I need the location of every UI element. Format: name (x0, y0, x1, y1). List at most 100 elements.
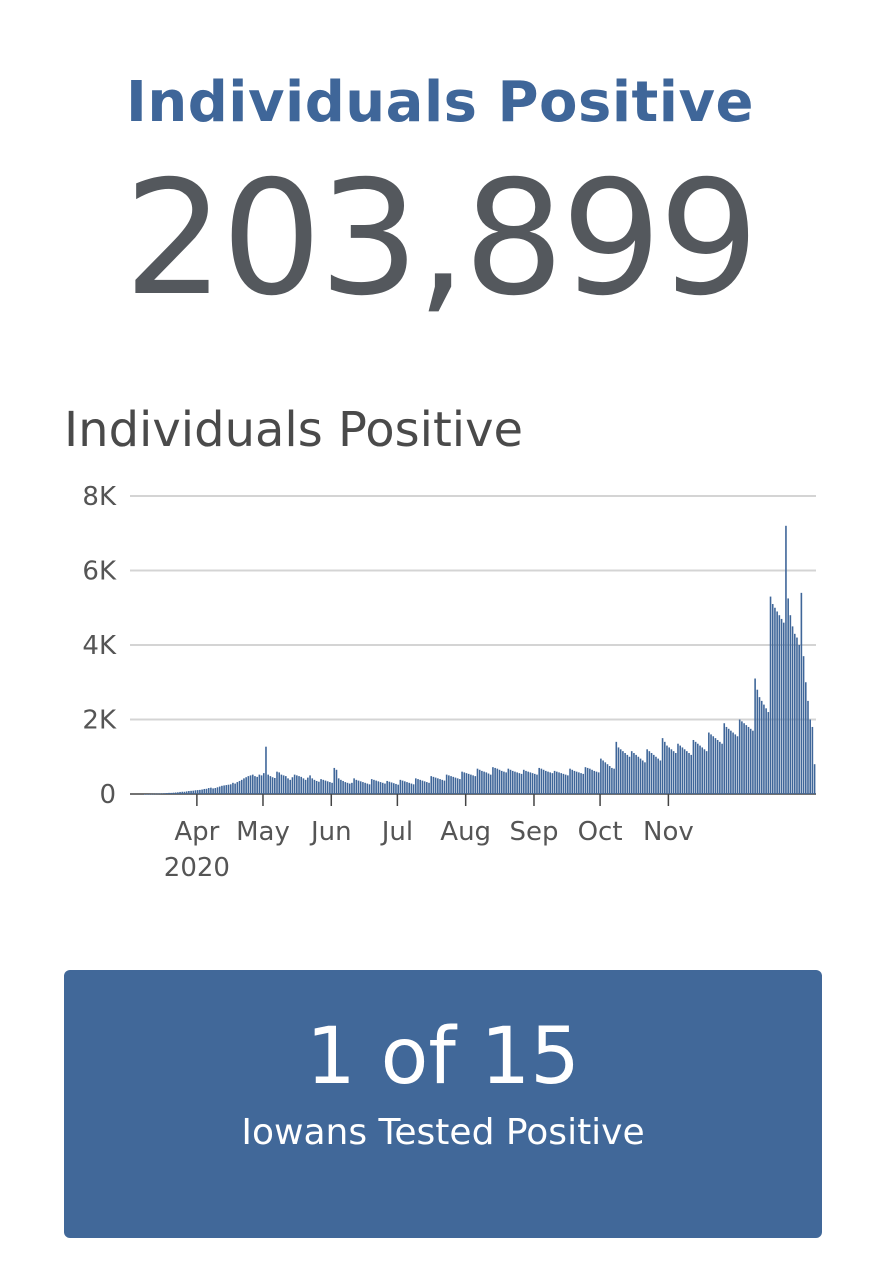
bar (146, 794, 148, 795)
bar (461, 771, 463, 794)
chart-bars (144, 525, 816, 795)
bar (410, 783, 413, 794)
bar (417, 779, 419, 794)
bar (712, 736, 715, 794)
bar (527, 771, 529, 794)
bar (196, 790, 199, 794)
bar (478, 769, 481, 794)
bar (558, 772, 560, 794)
bar (758, 697, 761, 794)
bar (353, 778, 355, 794)
bar (509, 769, 512, 794)
bar (335, 769, 338, 794)
bar (355, 779, 358, 794)
bar (333, 767, 336, 794)
bar (489, 774, 492, 794)
bar (578, 772, 580, 794)
bar (591, 769, 593, 794)
bar (419, 779, 422, 794)
bar (408, 782, 410, 794)
bar (538, 767, 540, 794)
bar (432, 776, 435, 794)
bar (600, 758, 602, 794)
bar (302, 778, 305, 794)
bar (340, 779, 342, 794)
bar (648, 751, 651, 794)
bar (683, 749, 686, 794)
bar (699, 745, 701, 794)
bar (395, 783, 397, 794)
bar (227, 784, 230, 794)
bar (485, 772, 488, 794)
bar (421, 780, 424, 794)
bar (584, 767, 587, 794)
x-tick-label: Jun (309, 817, 352, 847)
bar (778, 615, 781, 794)
bar (760, 700, 763, 795)
bar (518, 773, 521, 794)
bar (194, 790, 197, 794)
bar (445, 774, 448, 794)
y-tick-label: 8K (82, 482, 117, 512)
bar (483, 771, 485, 794)
bar (606, 764, 609, 794)
x-tick-label: Apr (174, 817, 219, 847)
bar (505, 772, 507, 794)
bar (789, 615, 792, 794)
bar (549, 772, 551, 794)
bar (767, 712, 770, 794)
bar (736, 736, 739, 794)
bar (782, 622, 785, 794)
bar (624, 753, 626, 794)
bar (492, 767, 494, 794)
bar (269, 776, 272, 794)
bar (542, 769, 545, 794)
bar (291, 777, 294, 794)
bar (708, 732, 710, 794)
bar (516, 772, 518, 794)
page-title: Individuals Positive (126, 70, 754, 135)
bar (732, 732, 734, 794)
bar (721, 743, 723, 794)
bar (311, 778, 314, 794)
bar (300, 776, 303, 794)
bar (686, 751, 688, 794)
bar (234, 783, 236, 794)
bar (763, 704, 765, 794)
bar (313, 779, 316, 794)
bar (238, 780, 241, 794)
bar (776, 611, 778, 794)
y-axis-ticks: 0 2K 4K 6K 8K (82, 482, 117, 810)
bar (247, 776, 250, 794)
bar (646, 749, 648, 794)
ratio-card[interactable]: 1 of 15 Iowans Tested Positive (64, 970, 822, 1238)
bar (738, 719, 741, 794)
bar (181, 791, 184, 794)
bar (529, 772, 532, 794)
bar (734, 734, 737, 794)
bar (575, 771, 578, 794)
bar (756, 689, 759, 794)
bar (183, 791, 186, 794)
bar (494, 767, 496, 794)
bar (324, 780, 327, 794)
bar (749, 728, 752, 794)
bar (556, 771, 558, 794)
bar (472, 775, 474, 795)
bar (344, 782, 347, 794)
bar (315, 780, 318, 794)
bar (326, 781, 329, 794)
bar (443, 780, 446, 794)
bar (641, 760, 644, 794)
bar (463, 772, 466, 794)
bar (265, 746, 267, 794)
bar (192, 790, 195, 794)
bar (148, 793, 151, 795)
bar (688, 753, 690, 794)
bar (481, 770, 483, 794)
bar (375, 780, 377, 794)
bar (644, 762, 646, 794)
bar (403, 781, 406, 794)
bar (791, 626, 794, 795)
x-tick-label: Jul (380, 817, 413, 847)
